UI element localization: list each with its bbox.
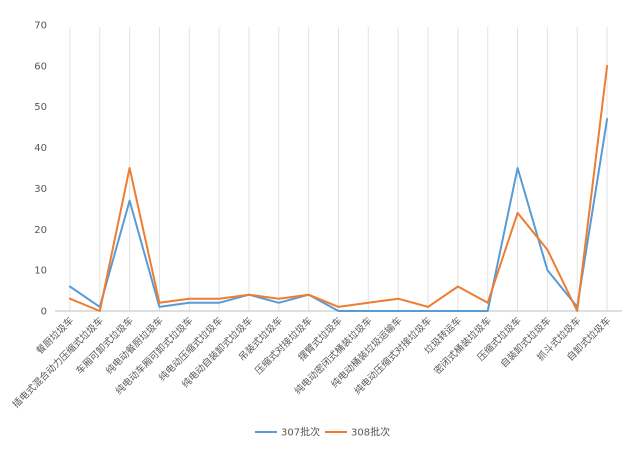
legend: 307批次 308批次 <box>255 426 390 439</box>
y-tick-label: 50 <box>34 102 47 113</box>
y-tick-label: 30 <box>34 184 47 195</box>
y-tick-label: 60 <box>34 61 47 72</box>
y-tick-label: 20 <box>34 225 47 236</box>
y-tick-label: 10 <box>34 266 47 277</box>
series-lines <box>68 64 609 312</box>
x-tick-label: 自装卸式垃圾车 <box>498 315 554 371</box>
y-axis: 0 10 20 30 40 50 60 70 <box>34 21 47 318</box>
y-tick-label: 40 <box>34 143 47 154</box>
series-line-2 <box>68 64 609 312</box>
legend-label: 308批次 <box>351 426 390 439</box>
x-axis-labels: 餐厨垃圾车插电式混合动力压缩式垃圾车车厢可卸式垃圾车纯电动餐厨垃圾车纯电动车厢可… <box>10 315 613 411</box>
grid-lines <box>69 27 608 311</box>
legend-label: 307批次 <box>281 426 320 439</box>
series-line-1 <box>68 118 609 312</box>
y-tick-label: 0 <box>41 307 47 318</box>
y-tick-label: 70 <box>34 21 47 32</box>
